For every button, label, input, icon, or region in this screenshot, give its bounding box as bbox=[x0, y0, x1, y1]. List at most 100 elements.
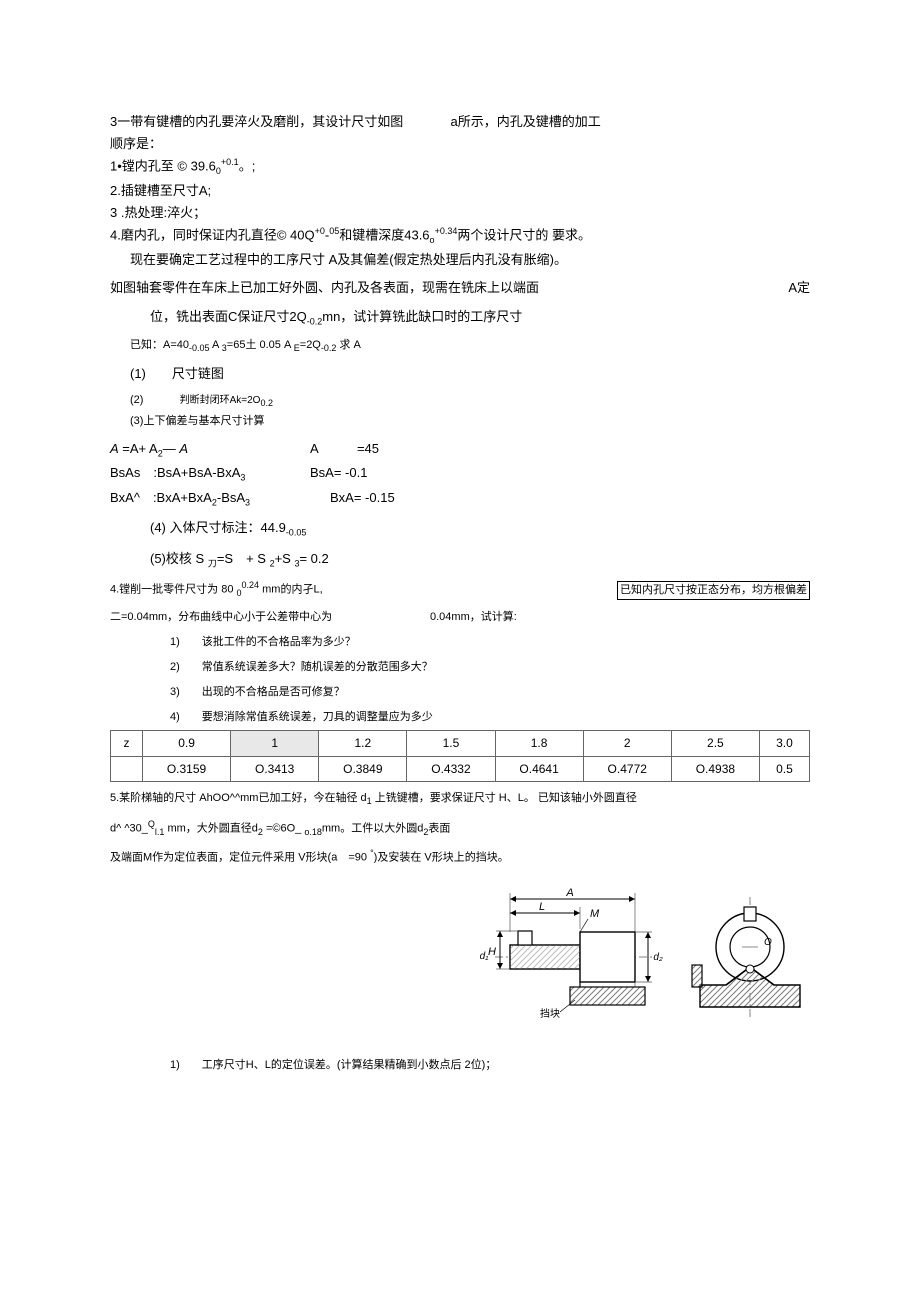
table-cell: 2.5 bbox=[671, 731, 759, 757]
text: BsAs :BsA+BsA-BxA bbox=[110, 465, 240, 480]
table-cell bbox=[111, 756, 143, 782]
subscript: 0 bbox=[216, 166, 221, 176]
text: 0.04mm，试计算: bbox=[430, 609, 517, 626]
table-cell: O.4641 bbox=[495, 756, 583, 782]
text: 1•镗内孔至 © 39.6 bbox=[110, 159, 216, 174]
line-16: BxA^ :BxA+BxA2-BsA3 BxA= -0.15 bbox=[110, 488, 810, 511]
text: =65土 0.05 A bbox=[227, 339, 294, 351]
line-13: (3)上下偏差与基本尺寸计算 bbox=[110, 413, 810, 430]
line-8: 如图轴套零件在车床上已加工好外圆、内孔及各表面，现需在铣床上以端面 A定 bbox=[110, 278, 810, 298]
line-17: (4) 入体尺寸标注：44.9-0.05 bbox=[110, 518, 810, 541]
superscript: +0.1 bbox=[221, 157, 239, 167]
text: (4) 入体尺寸标注：44.9 bbox=[150, 520, 286, 535]
text: A bbox=[179, 441, 188, 456]
text: 5.某阶梯轴的尺寸 AhOO^^mm已加工好，今在轴径 d bbox=[110, 792, 367, 804]
table-cell: O.3413 bbox=[231, 756, 319, 782]
line-19: 4.镗削一批零件尺寸为 80 00.24 mm的内孑L, 已知内孔尺寸按正态分布… bbox=[110, 579, 810, 601]
highlighted-text: 已知内孔尺寸按正态分布，均方根偏差 bbox=[617, 581, 810, 600]
text: mm，大外圆直径d bbox=[164, 822, 258, 834]
table-cell: 1.2 bbox=[319, 731, 407, 757]
table-cell: O.4938 bbox=[671, 756, 759, 782]
line-24: 4) 要想消除常值系统误差，刀具的调整量应为多少 bbox=[110, 709, 810, 726]
line-3: 1•镗内孔至 © 39.60+0.1。; bbox=[110, 156, 810, 179]
text: 求 A bbox=[336, 339, 360, 351]
line-20: 二=0.04mm，分布曲线中心小于公差带中心为 0.04mm，试计算: bbox=[110, 609, 810, 626]
superscript: +0.34 bbox=[435, 226, 458, 236]
text: A定 bbox=[788, 278, 810, 298]
vblock-diagram: O bbox=[690, 887, 810, 1027]
text: +S bbox=[275, 551, 295, 566]
line-10: 已知：A=40-0.05 A 3=65土 0.05 A E=2Q-0.2 求 A bbox=[110, 337, 810, 356]
text: 两个设计尺寸的 要求。 bbox=[457, 228, 591, 243]
line-12: (2) 判断封闭环Ak=2O0.2 bbox=[110, 392, 810, 411]
text: mm。工件以大外圆d bbox=[322, 822, 423, 834]
table-cell: 0.5 bbox=[759, 756, 809, 782]
text: 二=0.04mm，分布曲线中心小于公差带中心为 bbox=[110, 609, 430, 626]
subscript: -0.2 bbox=[307, 316, 323, 326]
line-4: 2.插键槽至尺寸A; bbox=[110, 181, 810, 201]
text: )及安装在 V形块上的挡块。 bbox=[374, 852, 509, 864]
text: (2) bbox=[130, 394, 143, 406]
line-26: d^ ^30_Ql.1 mm，大外圆直径d2 =©6O_ o.18mm。工件以大… bbox=[110, 818, 810, 840]
subscript: 刀 bbox=[208, 558, 217, 568]
line-15: BsAs :BsA+BsA-BxA3 BsA= -0.1 bbox=[110, 463, 810, 486]
table-cell: z bbox=[111, 731, 143, 757]
line-1: 3一带有键槽的内孔要淬火及磨削，其设计尺寸如图 a所示，内孔及键槽的加工 bbox=[110, 112, 810, 132]
text: =A+ A bbox=[119, 441, 158, 456]
line-6: 4.磨内孔，同时保证内孔直径© 40Q+0-05和键槽深度43.6o+0.34两… bbox=[110, 225, 810, 248]
table-cell: 3.0 bbox=[759, 731, 809, 757]
text: 位，铣出表面C保证尺寸2Q bbox=[150, 309, 307, 324]
label-L: L bbox=[539, 901, 545, 913]
text: A =45 bbox=[310, 439, 379, 459]
text: = 0.2 bbox=[299, 551, 328, 566]
label-d2: d₂ bbox=[653, 952, 663, 963]
line-25: 5.某阶梯轴的尺寸 AhOO^^mm已加工好，今在轴径 d1 上铣键槽，要求保证… bbox=[110, 790, 810, 809]
line-28: 1) 工序尺寸H、L的定位误差。(计算结果精确到小数点后 2位)； bbox=[110, 1057, 810, 1074]
subscript: o.18 bbox=[304, 826, 322, 836]
text: 已知：A=40 bbox=[130, 339, 189, 351]
table-cell: O.3159 bbox=[142, 756, 230, 782]
text: =©6O_ bbox=[263, 822, 304, 834]
subscript: -0.05 bbox=[189, 343, 210, 353]
text: A bbox=[110, 441, 119, 456]
line-23: 3) 出现的不合格品是否可修复？ bbox=[110, 684, 810, 701]
subscript: -0.05 bbox=[286, 528, 307, 538]
diagram-container: A L M H d₁ d₂ bbox=[110, 887, 810, 1027]
subscript: l.1 bbox=[155, 826, 165, 836]
superscript: +0 bbox=[315, 226, 325, 236]
text: 。; bbox=[239, 159, 256, 174]
text: 上铣键槽，要求保证尺寸 H、L。 已知该轴小外圆直径 bbox=[372, 792, 637, 804]
text: (5)校核 S bbox=[150, 551, 208, 566]
label-O: O bbox=[764, 937, 772, 948]
shaft-diagram: A L M H d₁ d₂ bbox=[470, 887, 680, 1027]
superscript: 05 bbox=[329, 226, 339, 236]
label-block: 挡块 bbox=[540, 1007, 560, 1020]
label-M: M bbox=[590, 908, 600, 920]
line-14: A =A+ A2— A A =45 bbox=[110, 439, 810, 462]
text: BsA= -0.1 bbox=[310, 463, 367, 483]
text: — bbox=[163, 441, 180, 456]
table-cell: 1 bbox=[231, 731, 319, 757]
text: 4.镗削一批零件尺寸为 80 bbox=[110, 584, 237, 596]
text: 如图轴套零件在车床上已加工好外圆、内孔及各表面，现需在铣床上以端面 bbox=[110, 278, 539, 298]
text: 判断封闭环Ak=2O bbox=[180, 395, 261, 406]
subscript: 3 bbox=[245, 497, 250, 507]
table-row: O.3159 O.3413 O.3849 O.4332 O.4641 O.477… bbox=[111, 756, 810, 782]
text: 和键槽深度43.6 bbox=[339, 228, 429, 243]
table-cell: 1.8 bbox=[495, 731, 583, 757]
label-A: A bbox=[565, 887, 573, 899]
table-cell: 2 bbox=[583, 731, 671, 757]
text: -BsA bbox=[217, 490, 245, 505]
line-2: 顺序是： bbox=[110, 134, 810, 154]
text: =2Q bbox=[300, 339, 321, 351]
text: mm的内孑L, bbox=[259, 584, 323, 596]
text: 4.磨内孔，同时保证内孔直径© 40Q bbox=[110, 228, 315, 243]
line-21: 1) 该批工件的不合格品率为多少？ bbox=[110, 634, 810, 651]
line-11: (1) 尺寸链图 bbox=[110, 364, 810, 384]
line-5: 3 .热处理:淬火； bbox=[110, 203, 810, 223]
table-cell: 1.5 bbox=[407, 731, 495, 757]
table-cell: O.3849 bbox=[319, 756, 407, 782]
subscript: -0.2 bbox=[321, 343, 337, 353]
text: BxA= -0.15 bbox=[330, 488, 395, 508]
table-cell: O.4772 bbox=[583, 756, 671, 782]
